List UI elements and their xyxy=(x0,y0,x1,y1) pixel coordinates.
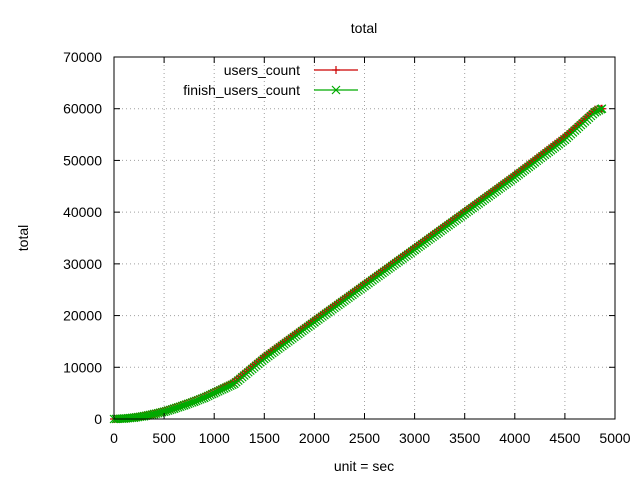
x-tick-label: 4000 xyxy=(499,430,530,446)
y-tick-label: 50000 xyxy=(63,152,102,168)
series-marker xyxy=(596,104,606,114)
x-tick-label: 4500 xyxy=(549,430,580,446)
series-marker xyxy=(594,105,604,115)
x-axis-title: unit = sec xyxy=(334,458,394,474)
y-tick-label: 0 xyxy=(94,411,102,427)
x-tick-label: 2500 xyxy=(349,430,380,446)
y-tick-label: 70000 xyxy=(63,49,102,65)
axis-ticks xyxy=(113,56,616,420)
series-users_count xyxy=(110,104,606,423)
series-line xyxy=(113,108,603,420)
legend-item: users_count xyxy=(224,62,358,78)
x-tick-label: 1500 xyxy=(249,430,280,446)
legend-label: users_count xyxy=(224,62,300,78)
y-tick-label: 40000 xyxy=(63,204,102,220)
legend-item: finish_users_count xyxy=(183,82,358,98)
y-tick-label: 10000 xyxy=(63,359,102,375)
x-tick-label: 1000 xyxy=(199,430,230,446)
x-tick-label: 500 xyxy=(152,430,176,446)
y-axis-title: total xyxy=(15,225,31,251)
series-layer xyxy=(109,104,607,424)
tick-labels: 0 500 1000 1500 2000 2500 3000 3500 4000 4500 5000… xyxy=(63,49,631,446)
y-tick-label: 60000 xyxy=(63,101,102,117)
x-tick-label: 2000 xyxy=(299,430,330,446)
series-finish_users_count xyxy=(109,104,607,424)
legend: users_count finish_users_count xyxy=(183,62,358,98)
x-tick-label: 0 xyxy=(110,430,118,446)
series-marker xyxy=(227,380,237,390)
series-line xyxy=(113,108,603,420)
legend-label: finish_users_count xyxy=(183,82,300,98)
y-tick-label: 20000 xyxy=(63,308,102,324)
legend-marker xyxy=(331,85,341,95)
x-tick-label: 3500 xyxy=(449,430,480,446)
x-tick-label: 5000 xyxy=(599,430,630,446)
x-tick-label: 3000 xyxy=(399,430,430,446)
legend-marker xyxy=(332,66,340,74)
chart-title: total xyxy=(351,20,377,36)
grid xyxy=(114,57,615,419)
y-tick-label: 30000 xyxy=(63,256,102,272)
